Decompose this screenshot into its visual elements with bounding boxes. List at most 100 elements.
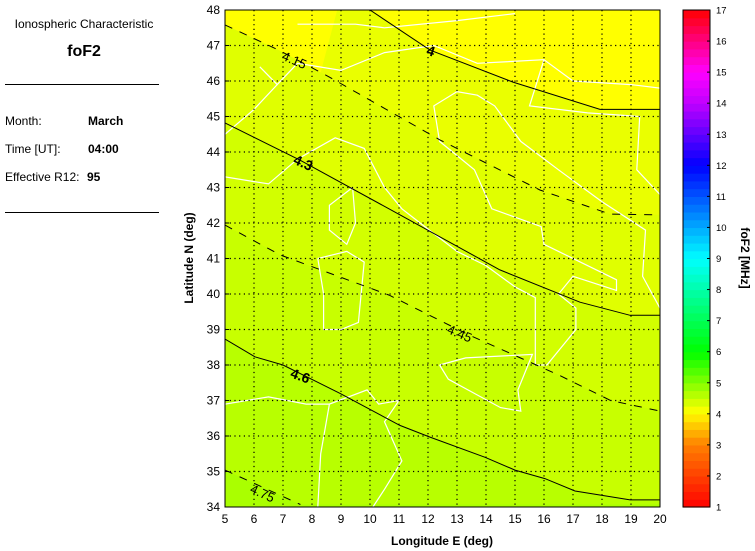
divider [5,84,159,85]
filled-contour-bands [225,10,660,507]
contour-4.6 [225,338,660,501]
y-tick-label: 36 [207,429,221,443]
colorbar-swatch [683,359,710,368]
coastline [225,389,403,507]
colorbar-swatch [683,289,710,298]
colorbar-swatch [683,250,710,260]
time-value: 04:00 [88,142,119,156]
colorbar-swatch [683,421,710,430]
y-tick-label: 42 [207,216,221,230]
colorbar-swatch [683,33,710,42]
x-tick-label: 20 [653,512,667,526]
colorbar-swatch [683,180,710,190]
colorbar-tick-label: 1 [716,503,721,514]
colorbar-swatch [683,452,710,462]
colorbar-swatch [683,460,710,469]
colorbar-swatch [683,242,710,252]
coastline [259,44,660,89]
divider [5,212,159,213]
colorbar-swatch [683,336,710,345]
colorbar-swatch [683,173,710,182]
y-tick-label: 44 [207,145,221,159]
colorbar-swatch [683,491,710,500]
x-tick-label: 7 [280,512,287,526]
coastline [328,187,357,246]
colorbar-swatch [683,95,710,104]
colorbar-swatch [683,413,710,423]
colorbar-swatch [683,468,710,477]
colorbar-swatch [683,126,710,135]
y-axis-label: Latitude N (deg) [182,212,196,303]
colorbar-swatch [683,374,710,384]
x-tick-label: 15 [508,512,522,526]
y-tick-label: 38 [207,358,221,372]
band-4.75 [225,470,660,507]
colorbar-tick-label: 6 [716,347,721,358]
colorbar-swatch [683,351,710,361]
r12-value: 95 [87,170,101,184]
colorbar-swatch [683,134,710,143]
colorbar-swatch [683,64,710,73]
colorbar-tick-label: 15 [716,68,727,79]
x-tick-label: 18 [595,512,609,526]
colorbar-swatch [683,429,710,438]
colorbar-swatch [683,499,710,508]
coastlines [225,13,660,507]
colorbar-tick-label: 11 [716,192,726,203]
colorbar-swatch [683,343,710,353]
colorbar-swatch [683,103,710,112]
colorbar-swatch [683,320,710,329]
colorbar-tick-label: 9 [716,254,721,265]
x-tick-label: 16 [537,512,551,526]
colorbar-swatch [683,219,710,229]
colorbar-swatch [683,142,710,151]
colorbar-tick-label: 4 [716,409,721,420]
colorbar-tick-label: 10 [716,223,727,234]
colorbar-swatch [683,10,710,19]
month-value: March [88,114,124,128]
x-tick-label: 14 [479,512,493,526]
colorbar-swatch [683,48,710,58]
colorbar-swatch [683,211,710,221]
month-label: Month: [5,114,42,128]
characteristic-name: foF2 [67,43,101,60]
colorbar-swatch [683,312,710,322]
colorbar-swatch [683,305,710,314]
y-tick-label: 46 [207,74,221,88]
colorbar-swatch [683,118,710,128]
colorbar-tick-label: 3 [716,440,721,451]
y-tick-label: 40 [207,287,221,301]
contour-label: 4.6 [288,365,312,387]
y-tick-label: 47 [207,39,221,53]
colorbar-tick-label: 2 [716,471,721,482]
grid [225,10,660,507]
colorbar-swatch [683,165,710,174]
coastline [528,59,660,196]
colorbar-tick-label: 8 [716,285,721,296]
colorbar-label: foF2 [MHz] [738,227,752,288]
colorbar-swatch [683,266,710,275]
colorbar-swatch [683,437,710,446]
colorbar-tick-label: 13 [716,130,727,141]
colorbar-swatch [683,406,710,415]
contour-4.75 [225,469,301,505]
x-tick-label: 12 [421,512,435,526]
y-tick-label: 39 [207,323,221,337]
y-tick-label: 41 [207,252,221,266]
contour-4.3 [225,122,660,316]
r12-label: Effective R12: [5,170,80,184]
colorbar-swatch [683,382,710,392]
colorbar-swatch [683,196,710,205]
colorbar-tick-label: 16 [716,37,727,48]
x-tick-label: 5 [222,512,229,526]
colorbar-swatch [683,483,710,493]
x-tick-label: 17 [566,512,580,526]
colorbar-swatch [683,281,710,291]
x-tick-label: 11 [393,512,406,526]
colorbar-swatch [683,87,710,97]
y-tick-label: 45 [207,110,221,124]
colorbar-swatch [683,157,710,166]
colorbar-swatch [683,188,710,197]
